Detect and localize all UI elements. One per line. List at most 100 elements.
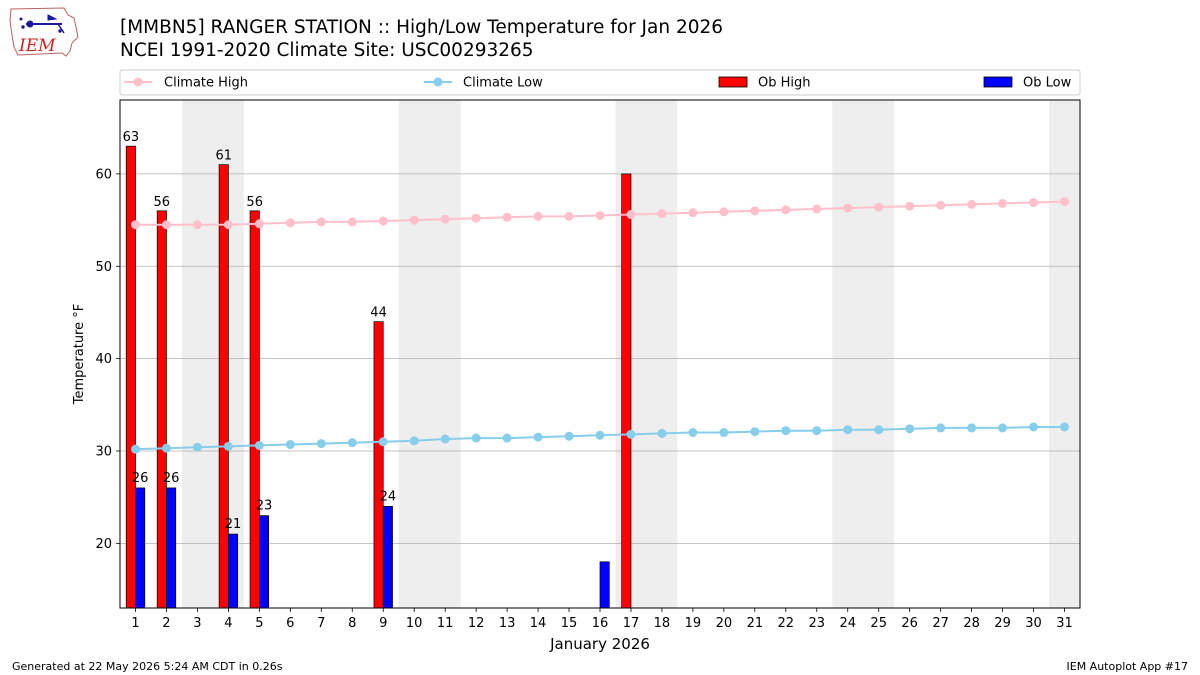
climate-low-point-day-21 (750, 427, 760, 437)
x-tick-label-18: 18 (654, 616, 671, 631)
climate-high-point-day-10 (409, 215, 419, 225)
x-tick-label-10: 10 (406, 616, 423, 631)
climate-high-point-day-7 (316, 217, 326, 227)
y-tick-label-30: 30 (95, 444, 112, 459)
ob-high-bar-day-4 (218, 164, 229, 609)
climate-low-point-day-26 (905, 424, 915, 434)
climate-high-point-day-30 (1029, 198, 1039, 208)
ob-low-bar-day-2 (166, 487, 177, 609)
ob-high-bar-day-9 (373, 321, 384, 609)
y-tick-label-50: 50 (95, 260, 112, 275)
x-tick-label-23: 23 (809, 616, 826, 631)
legend-label-ob-high: Ob High (758, 76, 811, 91)
climate-lines (130, 197, 1070, 454)
ob-high-label-day-1: 63 (123, 130, 140, 145)
iem-logo: IEM (9, 7, 79, 57)
climate-low-point-day-2 (161, 443, 171, 453)
ob-low-label-day-9: 24 (380, 489, 397, 504)
x-tick-label-1: 1 (131, 616, 139, 631)
x-tick-label-19: 19 (685, 616, 702, 631)
legend-label-ob-low: Ob Low (1023, 76, 1072, 91)
climate-low-point-day-31 (1060, 422, 1070, 432)
y-axis-label: Temperature °F (72, 304, 87, 405)
x-axis-label: January 2026 (549, 635, 650, 653)
x-tick-label-4: 4 (224, 616, 232, 631)
weekend-shade-3 (832, 100, 895, 608)
weekend-shade-4 (1049, 100, 1080, 608)
axes: 1 2 3 4 5 6 7 8 9 10 11 12 13 14 15 16 17 18 19 20 21 22 23 24 2… (95, 167, 1072, 631)
ob-low-bar-day-16 (599, 561, 610, 609)
climate-high-point-day-1 (130, 220, 140, 230)
climate-high-point-day-21 (750, 206, 760, 216)
x-tick-label-31: 31 (1056, 616, 1073, 631)
climate-low-point-day-16 (595, 430, 605, 440)
x-tick-label-13: 13 (499, 616, 516, 631)
x-tick-label-6: 6 (286, 616, 294, 631)
climate-low-point-day-19 (688, 428, 698, 438)
climate-high-point-day-4 (223, 220, 233, 230)
ob-low-bar-day-1 (135, 487, 146, 609)
climate-high-point-day-22 (781, 205, 791, 215)
y-tick-label-60: 60 (95, 167, 112, 182)
climate-low-point-day-7 (316, 439, 326, 449)
climate-high-point-day-28 (967, 199, 977, 209)
climate-low-point-day-25 (874, 425, 884, 435)
legend-label-climate-low: Climate Low (463, 76, 543, 91)
climate-high-point-day-29 (998, 198, 1008, 208)
legend-ob-low: Ob Low (983, 76, 1072, 91)
climate-low-point-day-29 (998, 423, 1008, 433)
climate-low-point-day-30 (1029, 422, 1039, 432)
ob-high-label-day-9: 44 (370, 306, 387, 321)
climate-high-point-day-15 (564, 211, 574, 221)
ob-high-label-day-5: 56 (246, 195, 263, 210)
x-tick-label-28: 28 (963, 616, 980, 631)
weather-station-icon (19, 14, 65, 34)
generated-timestamp: Generated at 22 May 2026 5:24 AM CDT in … (12, 660, 283, 673)
climate-low-point-day-18 (657, 428, 667, 438)
climate-high-point-day-5 (254, 219, 264, 229)
climate-high-point-day-25 (874, 202, 884, 212)
climate-low-point-day-3 (192, 442, 202, 452)
climate-high-point-day-6 (285, 218, 295, 228)
climate-high-point-day-13 (502, 212, 512, 222)
ob-high-label-day-2: 56 (154, 195, 171, 210)
climate-low-point-day-1 (130, 444, 140, 454)
x-tick-label-22: 22 (778, 616, 795, 631)
bar-labels: 63 26 56 26 61 21 56 23 44 24 (123, 130, 397, 532)
climate-low-point-day-12 (471, 433, 481, 443)
climate-high-point-day-31 (1060, 197, 1070, 207)
climate-low-point-day-15 (564, 431, 574, 441)
climate-high-point-day-2 (161, 220, 171, 230)
ob-low-label-day-2: 26 (163, 471, 180, 486)
logo-text: IEM (18, 36, 56, 56)
x-tick-label-29: 29 (994, 616, 1011, 631)
x-tick-label-12: 12 (468, 616, 485, 631)
legend: Climate High Climate Low Ob High Ob Low (119, 69, 1081, 96)
climate-low-point-day-27 (936, 423, 946, 433)
iowa-state-outline (9, 7, 79, 57)
x-tick-label-21: 21 (747, 616, 764, 631)
x-tick-label-5: 5 (255, 616, 263, 631)
climate-high-point-day-24 (843, 203, 853, 213)
climate-high-point-day-27 (936, 200, 946, 210)
legend-climate-high: Climate High (124, 76, 248, 91)
ob-low-label-day-5: 23 (256, 499, 273, 514)
chart-subtitle: NCEI 1991-2020 Climate Site: USC00293265 (120, 40, 534, 61)
climate-high-point-day-16 (595, 210, 605, 220)
y-tick-label-40: 40 (95, 352, 112, 367)
ob-low-bar-day-5 (259, 515, 269, 609)
legend-climate-low: Climate Low (424, 76, 543, 91)
legend-ob-high: Ob High (718, 76, 811, 91)
x-tick-label-30: 30 (1025, 616, 1042, 631)
climate-low-point-day-17 (626, 429, 636, 439)
ob-high-bar-day-17 (621, 173, 632, 609)
climate-low-point-day-6 (285, 440, 295, 450)
weekend-shade-1 (398, 100, 461, 608)
x-tick-label-2: 2 (162, 616, 170, 631)
climate-low-point-day-23 (812, 426, 822, 436)
ob-high-bar-day-5 (249, 210, 260, 609)
x-tick-label-8: 8 (348, 616, 356, 631)
climate-high-point-day-20 (719, 207, 729, 217)
x-tick-label-9: 9 (379, 616, 387, 631)
